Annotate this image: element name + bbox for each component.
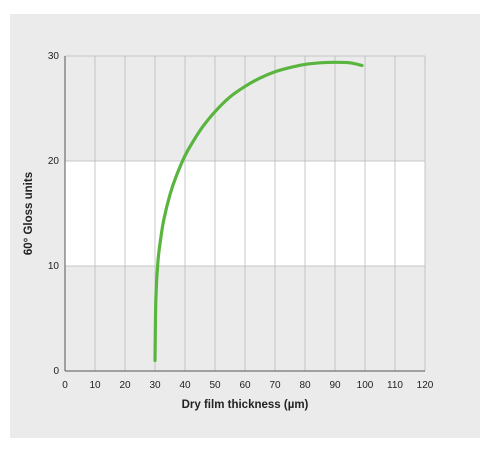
x-tick-label: 100 — [357, 380, 374, 391]
x-tick-label: 110 — [387, 380, 403, 391]
x-tick-label: 40 — [179, 380, 191, 391]
line-chart: 0 10 20 30 40 50 60 70 80 90 100 110 120 0 10 20 30 Dry … — [23, 51, 434, 411]
series-line — [153, 60, 364, 363]
x-tick-label: 120 — [417, 380, 434, 391]
x-tick-label: 90 — [329, 380, 341, 391]
x-tick-label: 60 — [239, 380, 251, 391]
x-tick-label: 10 — [89, 380, 101, 391]
x-tick-label: 80 — [299, 380, 311, 391]
y-tick-label: 30 — [48, 51, 60, 62]
x-tick-label: 70 — [269, 380, 281, 391]
x-axis-title: Dry film thickness (µm) — [182, 399, 309, 411]
y-tick-label: 0 — [53, 366, 59, 377]
x-tick-label: 30 — [149, 380, 161, 391]
y-tick-label: 20 — [48, 156, 60, 167]
x-tick-label: 0 — [62, 380, 68, 391]
y-axis-title: 60° Gloss units — [23, 172, 35, 255]
x-tick-label: 50 — [209, 380, 221, 391]
x-tick-label: 20 — [119, 380, 131, 391]
chart-panel: 0 10 20 30 40 50 60 70 80 90 100 110 120 0 10 20 30 Dry … — [10, 14, 480, 438]
y-tick-label: 10 — [48, 261, 60, 272]
